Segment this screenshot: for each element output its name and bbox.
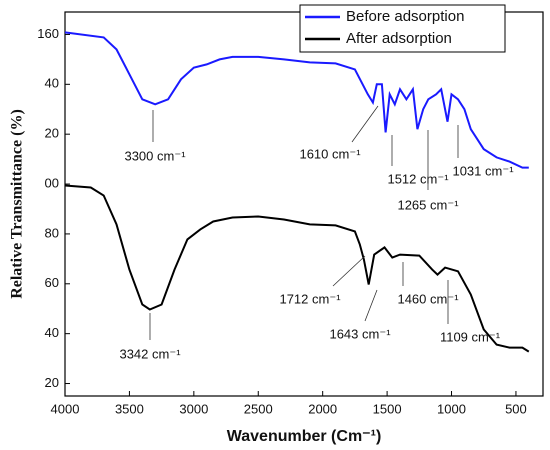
legend-box (299, 4, 506, 53)
spectrum-line (64, 31, 529, 169)
annotation-leader (351, 105, 379, 143)
x-tick-label: 2500 (244, 401, 273, 416)
x-tick-label: 500 (505, 401, 527, 416)
y-tick-label: 40 (45, 76, 59, 91)
y-tick-label: 00 (45, 175, 59, 190)
y-tick-label: 60 (45, 275, 59, 290)
annotation-leader (332, 255, 366, 287)
annotation: 3300 cm⁻¹ (124, 148, 186, 163)
x-tick-label: 4000 (51, 401, 80, 416)
legend-label: Before adsorption (346, 8, 464, 25)
x-tick-label: 1000 (437, 401, 466, 416)
y-tick-label: 40 (45, 325, 59, 340)
y-tick-label: 160 (37, 26, 59, 41)
legend-label: After adsorption (346, 30, 452, 47)
annotation: 1460 cm⁻¹ (397, 291, 459, 306)
x-tick-label: 3500 (115, 401, 144, 416)
annotation: 1643 cm⁻¹ (329, 326, 391, 341)
x-tick-label: 2000 (308, 401, 337, 416)
spectrum-line (64, 184, 530, 353)
y-axis-title: Relative Transmittance (%) (9, 109, 26, 299)
y-tick-label: 20 (45, 375, 59, 390)
annotation: 1712 cm⁻¹ (279, 291, 341, 306)
annotation: 3342 cm⁻¹ (119, 346, 181, 361)
y-tick-label: 80 (45, 225, 59, 240)
y-tick-label: 20 (45, 126, 59, 141)
x-axis-title: Wavenumber (Cm⁻¹) (227, 428, 382, 445)
annotation: 1512 cm⁻¹ (387, 171, 449, 186)
annotation: 1265 cm⁻¹ (397, 197, 459, 212)
x-tick-label: 1500 (373, 401, 402, 416)
x-tick-label: 3000 (179, 401, 208, 416)
annotation: 1109 cm⁻¹ (440, 329, 501, 344)
annotation: 1031 cm⁻¹ (452, 163, 514, 178)
annotation-leader (364, 289, 378, 322)
annotation: 1610 cm⁻¹ (299, 146, 361, 161)
